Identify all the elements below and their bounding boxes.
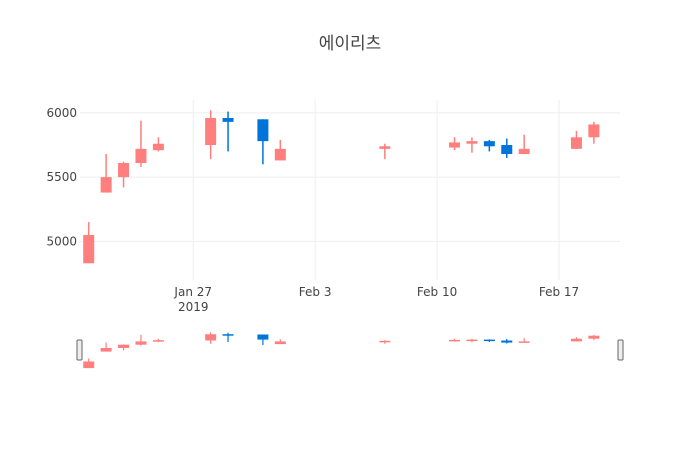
mini-candle-2019-01-28: [205, 332, 217, 344]
candle-body: [205, 118, 217, 145]
mini-candle-2019-02-18: [570, 337, 582, 342]
candle-2019-02-12: [466, 137, 478, 153]
candle-body: [257, 119, 269, 142]
candle-2019-02-19: [588, 121, 600, 144]
candle-body: [588, 124, 600, 138]
candle-body: [152, 143, 164, 151]
range-slider-right-handle[interactable]: [617, 339, 624, 361]
mini-candle-2019-02-14: [501, 339, 513, 344]
mini-candle-2019-02-01: [274, 339, 286, 345]
candle-2019-02-14: [501, 138, 513, 158]
candle-body: [379, 146, 391, 149]
x-tick-label: Jan 27: [173, 285, 212, 299]
mini-candle-body: [274, 341, 286, 345]
mini-candle-2019-01-29: [222, 332, 234, 342]
mini-candle-2019-01-23: [118, 344, 130, 351]
candle-2019-01-22: [100, 154, 112, 193]
range-slider-background: [80, 330, 620, 372]
candle-2019-02-18: [570, 130, 582, 149]
candle-2019-02-07: [379, 143, 391, 160]
mini-candle-body: [501, 340, 513, 343]
mini-candle-body: [518, 341, 530, 343]
candle-2019-01-21: [83, 222, 95, 264]
range-slider[interactable]: [76, 330, 624, 372]
mini-candle-2019-01-22: [100, 342, 112, 352]
mini-candle-body: [466, 339, 478, 342]
candle-2019-02-01: [274, 139, 286, 161]
mini-candle-body: [152, 340, 164, 342]
range-slider-left-handle[interactable]: [76, 339, 83, 361]
mini-candle-2019-02-11: [449, 338, 461, 342]
mini-candle-2019-02-15: [518, 338, 530, 343]
mini-candle-2019-02-12: [466, 338, 478, 343]
mini-candle-2019-02-19: [588, 335, 600, 341]
range-slider-candles: [83, 332, 600, 369]
candles: [83, 110, 600, 264]
mini-candle-body: [483, 339, 495, 342]
candle-2019-01-28: [205, 110, 217, 160]
x-tick-label: Feb 3: [299, 285, 332, 299]
mini-candle-body: [379, 340, 391, 343]
candle-2019-01-23: [118, 161, 130, 188]
chart-title: 에이리츠: [319, 34, 382, 54]
y-axis-ticks: 5000 5500 6000: [46, 106, 77, 249]
candle-body: [518, 148, 530, 154]
candle-2019-01-31: [257, 119, 269, 165]
x-tick-label: Feb 17: [539, 285, 579, 299]
mini-candle-body: [83, 361, 95, 369]
mini-candle-2019-01-24: [135, 334, 147, 346]
mini-candle-2019-01-21: [83, 358, 95, 369]
candle-body: [118, 163, 130, 178]
candle-body: [274, 148, 286, 161]
y-tick-label: 5000: [46, 234, 77, 248]
y-tick-label: 6000: [46, 106, 77, 120]
candle-2019-02-15: [518, 134, 530, 154]
candle-body: [83, 235, 95, 264]
mini-candle-2019-02-07: [379, 340, 391, 344]
mini-candle-body: [205, 334, 217, 341]
mini-candle-body: [257, 334, 269, 340]
candle-body: [222, 118, 234, 122]
mini-candle-body: [118, 344, 130, 348]
mini-candle-2019-02-13: [483, 339, 495, 342]
candle-2019-01-24: [135, 120, 147, 167]
candle-2019-02-13: [483, 139, 495, 152]
x-tick-label: Feb 10: [417, 285, 457, 299]
candle-2019-02-11: [449, 137, 461, 151]
mini-candle-body: [570, 338, 582, 342]
mini-candle-2019-01-25: [152, 338, 164, 342]
mini-candle-body: [100, 348, 112, 352]
candle-2019-01-25: [152, 137, 164, 152]
mini-candle-body: [135, 341, 147, 345]
candle-body: [483, 141, 495, 147]
mini-candle-body: [588, 335, 600, 339]
mini-candle-body: [222, 334, 234, 336]
y-tick-label: 5500: [46, 170, 77, 184]
grid-lines: [80, 100, 620, 280]
x-tick-sublabel: 2019: [178, 300, 209, 314]
candle-body: [100, 177, 112, 193]
mini-candle-2019-01-31: [257, 334, 269, 345]
candle-body: [570, 137, 582, 149]
candle-body: [466, 141, 478, 144]
candle-body: [135, 148, 147, 163]
candle-body: [501, 145, 513, 154]
candle-body: [449, 142, 461, 148]
candle-2019-01-29: [222, 111, 234, 152]
mini-candle-body: [449, 339, 461, 342]
